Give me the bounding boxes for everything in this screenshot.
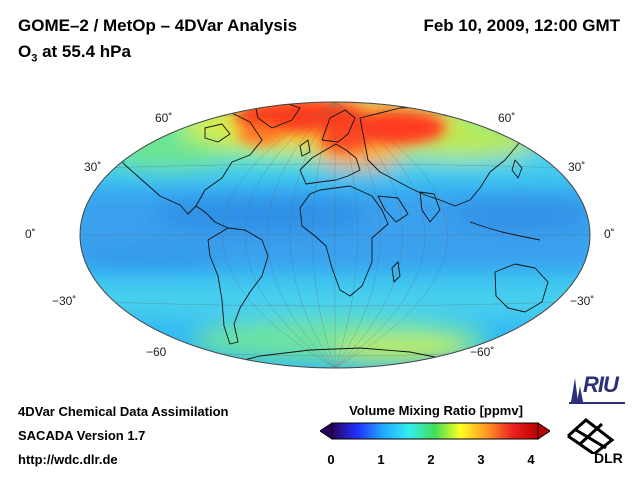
indonesia	[469, 221, 541, 241]
map-title: GOME–2 / MetOp – 4DVar Analysis	[18, 16, 298, 35]
map-datetime: Feb 10, 2009, 12:00 GMT	[423, 16, 620, 35]
lat-label-right-60s: −60˚	[470, 345, 495, 359]
colorbar-gradient	[331, 422, 539, 440]
ozone-field	[80, 102, 590, 368]
colorbar	[320, 422, 550, 440]
japan	[511, 159, 523, 179]
globe-outline	[79, 101, 591, 369]
india	[419, 191, 441, 223]
colorbar-tick-4: 4	[527, 452, 535, 467]
lat-label-right-30n: 30˚	[568, 160, 586, 174]
lat-label-left-30s: −30˚	[52, 294, 77, 308]
lat-label-right-30s: −30˚	[570, 294, 595, 308]
colorbar-low-arrow	[320, 422, 333, 440]
colorbar-tick-2: 2	[427, 452, 435, 467]
riu-logo-text: RIU	[583, 372, 619, 397]
species-subscript: 3	[31, 52, 38, 65]
madagascar	[391, 261, 401, 283]
dlr-logo-icon	[567, 418, 615, 454]
lat-label-left-60s: −60	[146, 345, 167, 359]
species-label: O	[18, 42, 32, 61]
arabia	[377, 195, 409, 223]
map-subtitle: O3 at 55.4 hPa	[18, 42, 131, 64]
riu-logo-icon	[569, 378, 625, 404]
lat-label-left-0: 0˚	[25, 227, 36, 241]
british-isles	[299, 139, 311, 157]
footer-line-2: SACADA Version 1.7	[18, 428, 146, 443]
europe	[299, 143, 361, 185]
level-label: at 55.4 hPa	[42, 42, 131, 61]
footer-line-1: 4DVar Chemical Data Assimilation	[18, 404, 229, 419]
footer-url: http://wdc.dlr.de	[18, 452, 118, 467]
new-zealand	[567, 305, 577, 327]
scandinavia	[321, 109, 356, 143]
graticule	[80, 102, 590, 368]
lat-label-left-30n: 30˚	[84, 160, 102, 174]
hudson-bay	[204, 123, 231, 143]
colorbar-title: Volume Mixing Ratio [ppmv]	[349, 403, 523, 418]
europe-africa	[299, 185, 389, 297]
colorbar-tick-1: 1	[377, 452, 385, 467]
ozone-map	[79, 101, 591, 369]
australia	[494, 263, 549, 313]
greenland	[254, 102, 301, 129]
central-america	[195, 205, 229, 229]
colorbar-tick-0: 0	[327, 452, 335, 467]
lat-label-left-60n: 60˚	[155, 111, 173, 125]
lat-label-right-0: 0˚	[604, 227, 615, 241]
lat-label-right-60n: 60˚	[498, 111, 516, 125]
dlr-logo-text: DLR	[594, 450, 623, 466]
colorbar-high-arrow	[537, 422, 550, 440]
colorbar-tick-3: 3	[477, 452, 485, 467]
south-america	[207, 227, 269, 345]
